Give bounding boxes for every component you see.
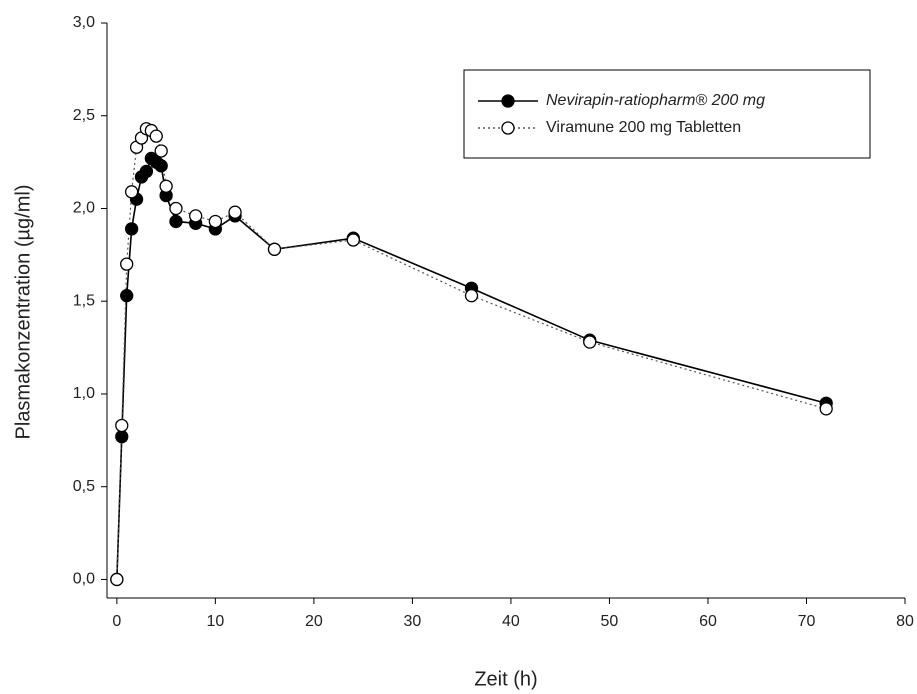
data-point [208,214,223,229]
x-tick-label: 80 [896,613,914,630]
data-point [154,159,168,173]
x-tick-label: 70 [798,613,816,630]
x-tick-label: 60 [699,613,717,630]
x-tick-label: 20 [305,613,323,630]
y-axis-title: Plasmakonzentration (µg/ml) [12,185,34,440]
legend-marker [501,94,515,108]
data-point [124,222,139,236]
x-axis-title: Zeit (h) [474,668,537,690]
data-point [228,205,242,219]
series-line [116,157,827,580]
data-point [115,418,129,433]
series-line [116,127,827,580]
x-tick-label: 0 [112,613,121,630]
data-point [159,179,173,193]
y-tick-label: 1,0 [73,385,95,402]
data-point [154,144,168,158]
data-point [120,257,134,271]
x-tick-label: 50 [601,613,619,630]
data-point [819,402,833,416]
legend-label: Viramune 200 mg Tabletten [546,119,741,136]
x-tick-label: 40 [502,613,520,630]
data-point [169,201,183,216]
data-point [124,185,139,199]
x-tick-label: 30 [404,613,422,630]
data-point [169,214,183,229]
y-tick-label: 1,5 [73,292,95,309]
legend-box [463,69,871,159]
y-tick-label: 2,0 [73,200,95,217]
legend-marker [501,121,515,135]
x-tick-label: 10 [206,613,224,630]
data-point [149,129,163,143]
data-point [110,572,124,587]
data-point [120,289,134,303]
data-point [464,289,479,303]
data-point [139,164,154,179]
y-tick-label: 0,5 [73,478,95,495]
y-tick-label: 2,5 [73,107,95,124]
data-point [189,209,203,223]
data-point [267,242,282,256]
data-point [346,233,360,247]
y-tick-label: 0,0 [73,571,95,588]
data-point [115,429,129,444]
legend-label: Nevirapin-ratiopharm® 200 mg [546,92,765,109]
data-point [583,335,597,349]
y-tick-label: 3,0 [73,14,95,31]
